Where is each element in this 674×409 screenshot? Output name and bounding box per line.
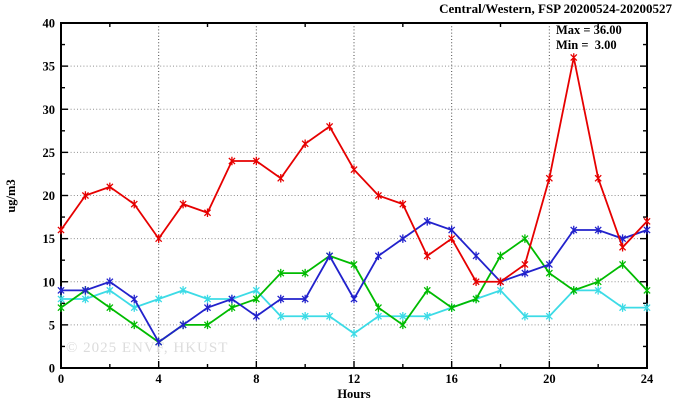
blue-series-line	[57, 217, 651, 347]
y-tick-label: 5	[49, 318, 55, 332]
series-lines	[57, 53, 651, 347]
x-tick-label: 8	[253, 372, 259, 386]
y-tick-label: 35	[43, 60, 56, 74]
x-tick-label: 0	[58, 372, 64, 386]
red-series-line	[57, 53, 651, 286]
red-series-markers	[57, 53, 651, 286]
y-tick-label: 25	[43, 146, 56, 160]
y-tick-label: 0	[49, 362, 55, 376]
cyan-series-line	[57, 286, 651, 338]
max-annotation: Max = 36.00	[556, 23, 622, 37]
y-tick-label: 30	[43, 103, 56, 117]
axes-frame	[60, 22, 648, 369]
blue-series-markers	[57, 217, 651, 347]
x-axis-title: Hours	[337, 387, 370, 401]
gridlines	[61, 23, 647, 368]
x-tick-label: 4	[156, 372, 163, 386]
chart-title: Central/Western, FSP 20200524-20200527	[439, 1, 672, 16]
x-tick-label: 20	[543, 372, 556, 386]
y-tick-label: 15	[43, 232, 56, 246]
watermark: © 2025 ENVF, HKUST	[66, 340, 228, 356]
x-tick-label: 16	[445, 372, 458, 386]
y-tick-label: 20	[43, 189, 56, 203]
x-tick-label: 24	[641, 372, 654, 386]
y-axis-title: ug/m3	[4, 179, 18, 212]
y-tick-label: 10	[43, 275, 56, 289]
y-tick-label: 40	[43, 17, 56, 31]
x-tick-label: 12	[348, 372, 361, 386]
min-annotation: Min = 3.00	[556, 38, 617, 52]
tick-labels: 0 4 8 12 16 20 24 0 5 10 15 20 25 30 35 40	[43, 17, 655, 387]
